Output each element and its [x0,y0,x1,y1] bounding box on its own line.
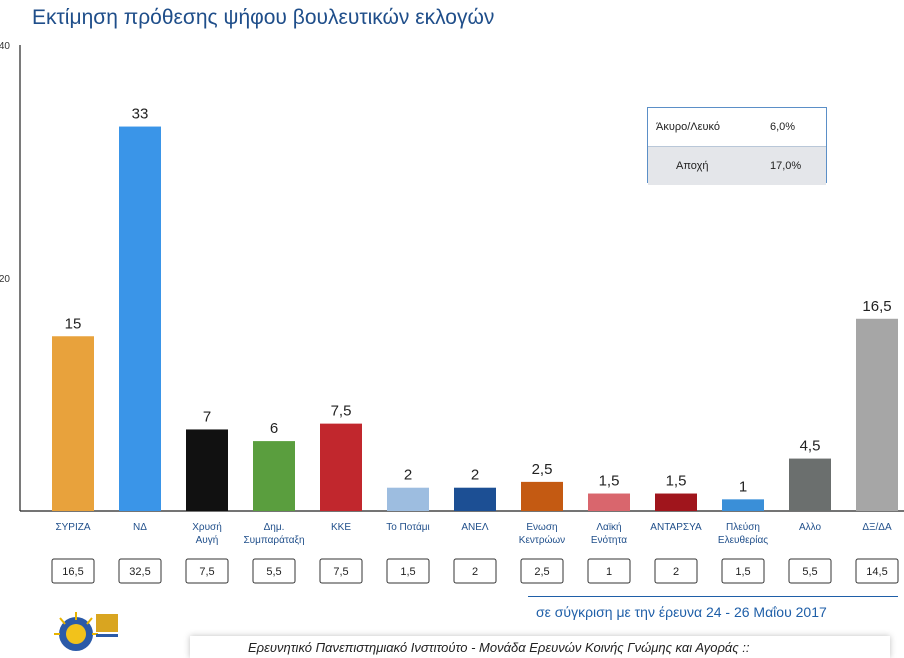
comparison-value: 5,5 [802,566,817,578]
category-label: Χρυσή [192,521,222,533]
comparison-value: 7,5 [333,566,348,578]
comparison-value: 1,5 [735,566,750,578]
data-label: 15 [65,315,82,332]
data-label: 4,5 [800,438,821,455]
bar [655,493,697,511]
data-label: 1 [739,478,747,495]
category-label: ΔΞ/ΔΑ [862,522,892,533]
bar [253,441,295,511]
info-label: Άκυρο/Λευκό [656,121,721,133]
comparison-box [319,558,363,584]
category-label: Ελευθερίας [718,534,768,546]
comparison-box [118,558,162,584]
comparison-box [587,558,631,584]
comparison-box [788,558,832,584]
bar [856,318,898,511]
category-label: Κεντρώων [519,534,565,546]
category-label: ΑΝΕΛ [461,522,489,533]
comparison-divider [528,596,898,597]
comparison-value: 2 [472,566,478,578]
bar [320,423,362,511]
y-tick-label: 40 [0,41,10,52]
category-label: Πλεύση [726,521,760,533]
chart-title: Εκτίμηση πρόθεσης ψήφου βουλευτικών εκλο… [32,6,495,29]
y-tick-label: 20 [0,274,10,285]
comparison-note: σε σύγκριση με την έρευνα 24 - 26 Μαΐου … [536,604,827,620]
comparison-box [386,558,430,584]
bar [521,481,563,511]
category-label: Αλλο [799,522,822,533]
info-box: Άκυρο/Λευκό 6,0% Αποχή 17,0% [647,107,827,185]
institute-logo [54,612,118,651]
category-label: ΚΚΕ [331,522,351,533]
category-label: ΝΔ [133,522,147,533]
comparison-value: 16,5 [62,566,83,578]
footer-bar: Ερευνητικό Πανεπιστημιακό Ινστιτούτο - Μ… [190,636,890,658]
info-value: 6,0% [770,121,796,133]
comparison-box [721,558,765,584]
comparison-box [855,558,899,584]
data-label: 2 [471,467,479,484]
category-label: ΣΥΡΙΖΑ [55,522,90,533]
comparison-value: 1 [606,566,612,578]
info-row-abstention: Αποχή 17,0% [648,146,826,185]
data-label: 7,5 [331,403,352,420]
bar [588,493,630,511]
category-label: Αυγή [196,534,219,546]
category-label: Λαϊκή [596,521,621,533]
data-label: 16,5 [862,298,891,315]
comparison-value: 2 [673,566,679,578]
comparison-box [520,558,564,584]
bar [119,126,161,512]
comparison-value: 2,5 [534,566,549,578]
comparison-box [453,558,497,584]
comparison-box [185,558,229,584]
info-row-invalid: Άκυρο/Λευκό 6,0% [648,108,826,146]
comparison-value: 14,5 [866,566,887,578]
category-label: Ενωση [526,522,557,533]
category-label: Δημ. [264,522,285,533]
comparison-value: 32,5 [129,566,150,578]
category-label: Το Ποτάμι [386,521,430,533]
comparison-box [51,558,95,584]
data-label: 6 [270,420,278,437]
data-label: 1,5 [666,473,687,490]
comparison-box [252,558,296,584]
info-label: Αποχή [676,160,709,172]
bar [722,499,764,511]
bar [186,429,228,511]
category-label: Ενότητα [591,534,627,546]
bar [789,458,831,511]
data-label: 2 [404,467,412,484]
data-label: 1,5 [599,473,620,490]
category-label: Συμπαράταξη [243,534,304,546]
data-label: 7 [203,408,211,425]
bar [52,336,94,511]
comparison-value: 7,5 [199,566,214,578]
bar [454,487,496,511]
comparison-box [654,558,698,584]
comparison-value: 5,5 [266,566,281,578]
category-label: ΑΝΤΑΡΣΥΑ [650,522,702,533]
bar [387,487,429,511]
comparison-value: 1,5 [400,566,415,578]
info-value: 17,0% [770,160,802,172]
footer-text: Ερευνητικό Πανεπιστημιακό Ινστιτούτο - Μ… [248,640,750,655]
data-label: 2,5 [532,461,553,478]
data-label: 33 [132,106,149,123]
